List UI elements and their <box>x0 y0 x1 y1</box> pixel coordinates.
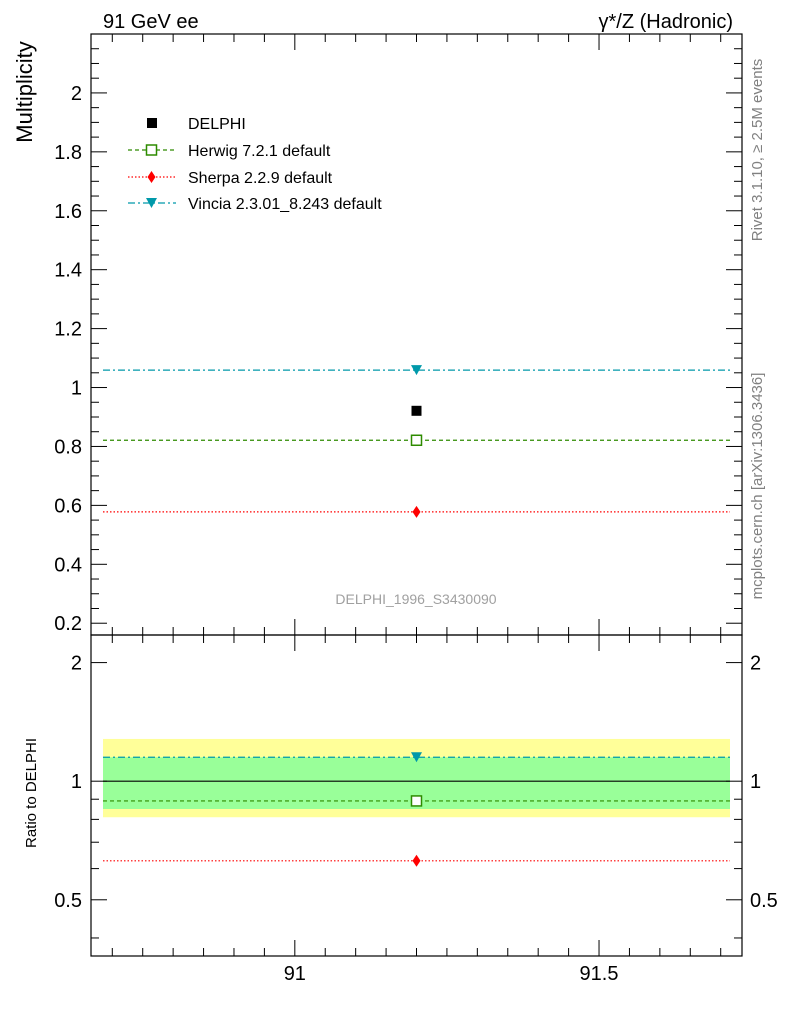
main-y-tick-label: 1 <box>71 378 82 400</box>
ratio-y-tick-label-right: 1 <box>750 771 761 793</box>
mcplots-label: mcplots.cern.ch [arXiv:1306.3436] <box>749 373 766 600</box>
main-point-sherpa <box>412 505 421 518</box>
ratio-y-tick-label: 2 <box>71 653 82 675</box>
legend-label-delphi: DELPHI <box>188 116 246 133</box>
analysis-id: DELPHI_1996_S3430090 <box>335 591 496 607</box>
main-y-tick-label: 0.2 <box>54 613 82 635</box>
main-series-lines <box>103 369 730 513</box>
legend-marker-herwig <box>145 144 158 156</box>
ratio-ylabel: Ratio to DELPHI <box>23 738 40 848</box>
x-axis-ticks: 91 91.5 <box>111 34 722 985</box>
main-y-tick-label: 1.4 <box>54 260 82 282</box>
main-y-ticks: 0.2 0.4 0.6 0.8 1 1.2 1.4 1.6 1.8 2 <box>54 33 742 635</box>
rivet-label: Rivet 3.1.10, ≥ 2.5M events <box>749 59 766 242</box>
ratio-series-lines <box>103 756 730 862</box>
main-ylabel: Multiplicity <box>12 41 37 142</box>
legend-marker-vincia <box>146 198 157 208</box>
ratio-point-vincia <box>411 752 422 763</box>
ratio-point-herwig <box>410 795 423 807</box>
ratio-y-ticks: 0.5 0.5 1 1 2 2 <box>54 653 778 939</box>
legend-label-sherpa: Sherpa 2.2.9 default <box>188 170 333 187</box>
legend-marker-delphi <box>147 118 157 128</box>
header-right: γ*/Z (Hadronic) <box>599 11 733 33</box>
x-tick-label: 91.5 <box>580 963 619 985</box>
legend: DELPHI Herwig 7.2.1 default Sherpa 2.2.9… <box>128 116 382 213</box>
legend-label-vincia: Vincia 2.3.01_8.243 default <box>188 196 382 213</box>
header-left: 91 GeV ee <box>103 11 199 33</box>
main-series-points <box>410 365 423 518</box>
ratio-frame <box>90 634 743 957</box>
x-tick-label: 91 <box>284 963 306 985</box>
ratio-y-tick-label-right: 0.5 <box>750 890 778 912</box>
ratio-y-tick-label-right: 2 <box>750 653 761 675</box>
main-y-tick-label: 1.6 <box>54 201 82 223</box>
main-y-tick-label: 1.2 <box>54 319 82 341</box>
legend-label-herwig: Herwig 7.2.1 default <box>188 143 331 160</box>
legend-marker-sherpa <box>147 171 156 183</box>
main-point-vincia <box>411 365 422 376</box>
main-point-delphi <box>411 405 422 416</box>
main-point-herwig <box>410 434 423 447</box>
main-y-tick-label: 0.6 <box>54 495 82 517</box>
ratio-y-tick-label: 1 <box>71 771 82 793</box>
main-y-tick-label: 1.8 <box>54 142 82 164</box>
ratio-y-tick-label: 0.5 <box>54 890 82 912</box>
ratio-series-points <box>410 752 423 867</box>
ratio-point-sherpa <box>412 854 421 867</box>
main-y-tick-label: 0.8 <box>54 436 82 458</box>
main-y-tick-label: 0.4 <box>54 554 82 576</box>
main-y-tick-label: 2 <box>71 83 82 105</box>
